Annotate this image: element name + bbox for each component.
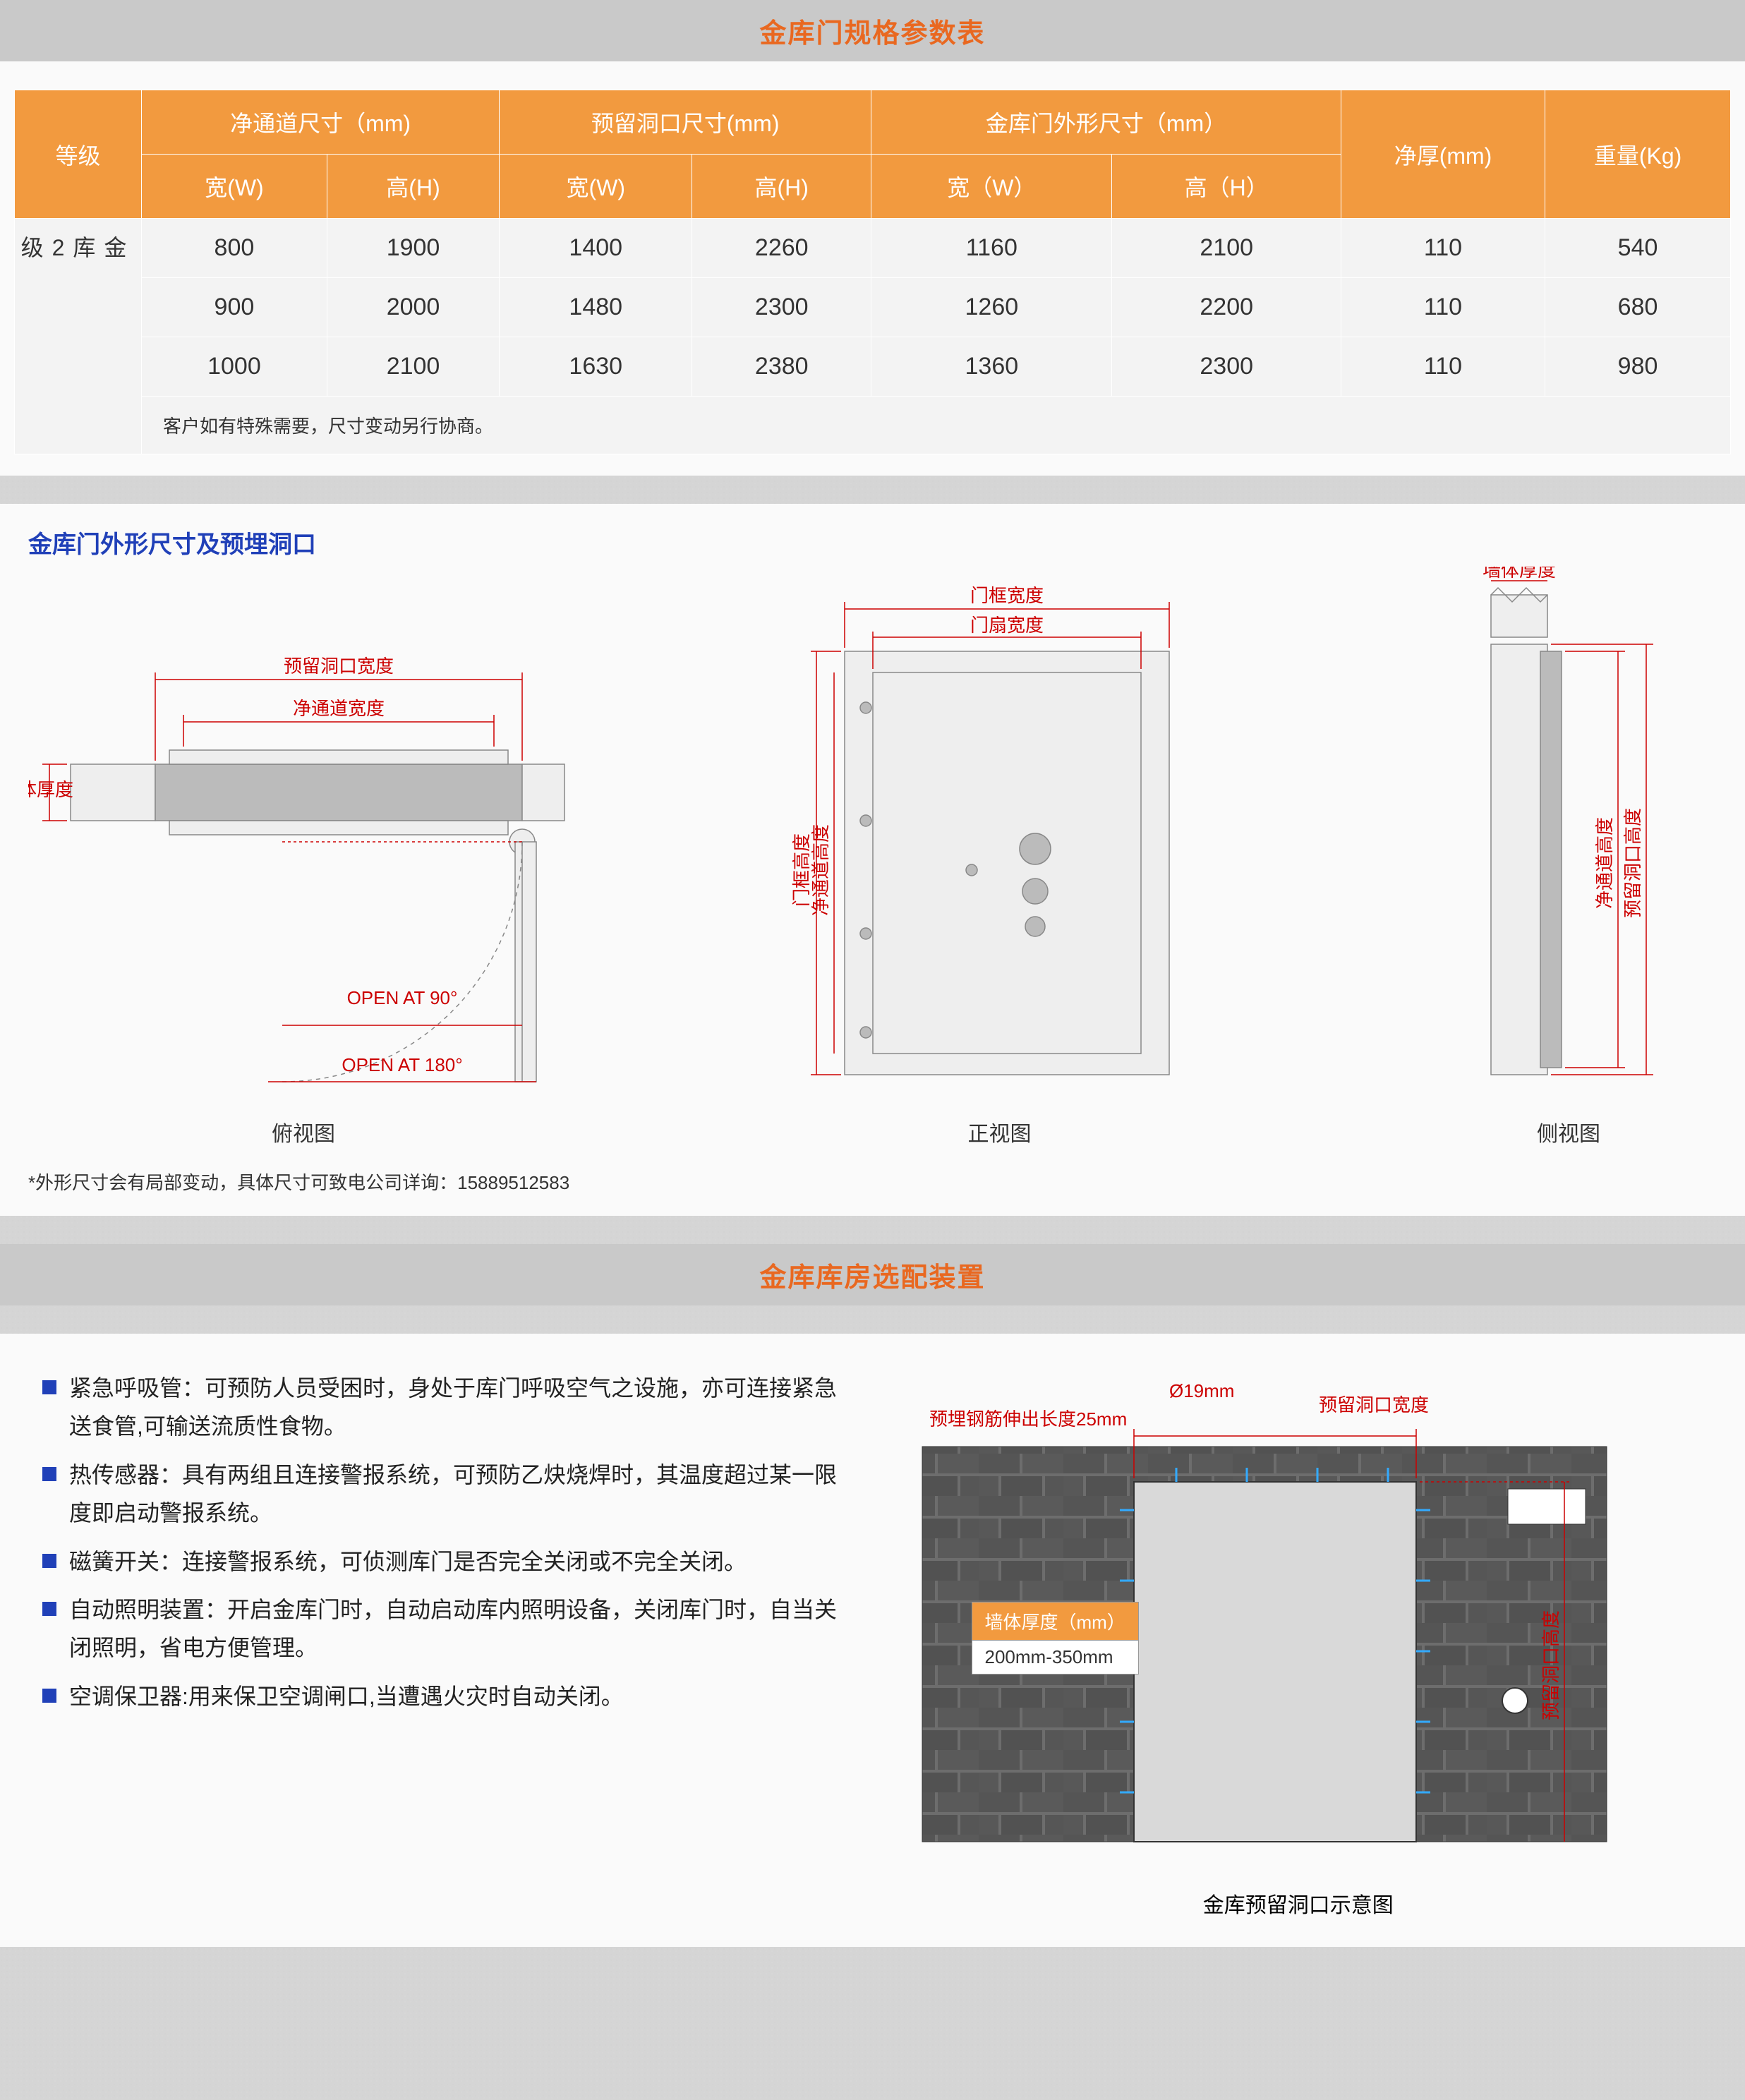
table-note: 客户如有特殊需要，尺寸变动另行协商。	[142, 397, 1731, 454]
option-item: 空调保卫器:用来保卫空调闸口,当遭遇火灾时自动关闭。	[42, 1677, 852, 1715]
front-view-caption: 正视图	[760, 1116, 1240, 1147]
section-title-options: 金库库房选配装置	[0, 1244, 1745, 1305]
cell-dh: 2300	[1112, 337, 1341, 397]
th-level: 等级	[15, 90, 142, 219]
top-view-caption: 俯视图	[28, 1116, 579, 1147]
cell-dh: 2100	[1112, 219, 1341, 278]
options-panel: 紧急呼吸管：可预防人员受困时，身处于库门呼吸空气之设施，亦可连接紧急送食管,可输…	[0, 1334, 1745, 1947]
cell-t: 110	[1341, 278, 1545, 337]
th-ph: 高(H)	[327, 155, 499, 219]
label-rebar-ext: 预埋钢筋伸出长度25mm	[929, 1408, 1127, 1430]
th-oh: 高(H)	[692, 155, 871, 219]
option-item: 磁簧开关：连接警报系统，可侦测库门是否完全关闭或不完全关闭。	[42, 1543, 852, 1581]
cell-oh: 2260	[692, 219, 871, 278]
thickness-badge: 墙体厚度（mm） 200mm-350mm	[972, 1602, 1139, 1674]
label-reserved-w: 预留洞口宽度	[284, 656, 394, 677]
label-frame-h: 门框高度	[791, 833, 812, 907]
th-thick: 净厚(mm)	[1341, 90, 1545, 219]
options-list: 紧急呼吸管：可预防人员受困时，身处于库门呼吸空气之设施，亦可连接紧急送食管,可输…	[42, 1369, 852, 1919]
option-text: 磁簧开关：连接警报系统，可侦测库门是否完全关闭或不完全关闭。	[69, 1543, 747, 1581]
cell-t: 110	[1341, 337, 1545, 397]
top-view: 预留洞口宽度 净通道宽度 墙体厚度 OPEN AT 90° OPEN AT 18…	[28, 609, 579, 1147]
th-pass: 净通道尺寸（mm)	[142, 90, 500, 155]
table-row: 金库2级80019001400226011602100110540	[15, 219, 1731, 278]
dimension-diagram-panel: 金库门外形尺寸及预埋洞口	[0, 504, 1745, 1216]
th-pw: 宽(W)	[142, 155, 327, 219]
cell-dw: 1360	[871, 337, 1112, 397]
cell-ph: 2100	[327, 337, 499, 397]
square-bullet-icon	[42, 1689, 56, 1703]
spec-table: 等级 净通道尺寸（mm) 预留洞口尺寸(mm) 金库门外形尺寸（mm） 净厚(m…	[14, 90, 1731, 454]
table-row: 100021001630238013602300110980	[15, 337, 1731, 397]
wall-diagram: Ø19mm 预埋钢筋伸出长度25mm 预留洞口宽度 预留洞口高度 墙体厚度（mm…	[894, 1369, 1703, 1919]
label-pass-w: 净通道宽度	[293, 698, 385, 719]
cell-kg: 980	[1545, 337, 1731, 397]
option-item: 自动照明装置：开启金库门时，自动启动库内照明设备，关闭库门时，自当关闭照明，省电…	[42, 1591, 852, 1667]
label-rebar-dia: Ø19mm	[1169, 1380, 1234, 1401]
side-view-caption: 侧视图	[1420, 1116, 1717, 1147]
level-cell: 金库2级	[15, 219, 142, 454]
label-frame-w: 门框宽度	[970, 585, 1043, 606]
cell-ow: 1400	[500, 219, 692, 278]
cell-dw: 1260	[871, 278, 1112, 337]
cell-t: 110	[1341, 219, 1545, 278]
label-wall-reserved-h: 预留洞口高度	[1540, 1610, 1562, 1720]
label-side-reserved-h: 预留洞口高度	[1622, 808, 1643, 918]
cell-ph: 1900	[327, 219, 499, 278]
thickness-header: 墙体厚度（mm）	[972, 1602, 1139, 1640]
option-text: 紧急呼吸管：可预防人员受困时，身处于库门呼吸空气之设施，亦可连接紧急送食管,可输…	[69, 1369, 852, 1446]
option-item: 紧急呼吸管：可预防人员受困时，身处于库门呼吸空气之设施，亦可连接紧急送食管,可输…	[42, 1369, 852, 1446]
label-leaf-w: 门扇宽度	[970, 615, 1043, 636]
label-side-pass-h: 净通道高度	[1594, 817, 1615, 909]
option-text: 空调保卫器:用来保卫空调闸口,当遭遇火灾时自动关闭。	[69, 1677, 624, 1715]
cell-pw: 1000	[142, 337, 327, 397]
cell-pw: 900	[142, 278, 327, 337]
label-wall-reserved-w: 预留洞口宽度	[1318, 1394, 1428, 1416]
cell-dh: 2200	[1112, 278, 1341, 337]
table-note-row: 客户如有特殊需要，尺寸变动另行协商。	[15, 397, 1731, 454]
square-bullet-icon	[42, 1467, 56, 1481]
th-ow: 宽(W)	[500, 155, 692, 219]
label-open90: OPEN AT 90°	[347, 987, 458, 1008]
square-bullet-icon	[42, 1380, 56, 1394]
label-wall-t: 墙体厚度	[28, 779, 73, 800]
spec-table-panel: 等级 净通道尺寸（mm) 预留洞口尺寸(mm) 金库门外形尺寸（mm） 净厚(m…	[0, 61, 1745, 476]
option-item: 热传感器：具有两组且连接警报系统，可预防乙炔烧焊时，其温度超过某一限度即启动警报…	[42, 1456, 852, 1533]
diagram-footnote: *外形尺寸会有局部变动，具体尺寸可致电公司详询：15889512583	[28, 1169, 1717, 1195]
label-open180: OPEN AT 180°	[342, 1054, 462, 1075]
label-pass-h: 净通道高度	[810, 824, 831, 916]
cell-ph: 2000	[327, 278, 499, 337]
side-view: 墙体厚度 净通道高度 预留洞口高度 侧视图	[1420, 567, 1717, 1147]
th-open: 预留洞口尺寸(mm)	[500, 90, 871, 155]
front-view: 门框宽度 门扇宽度 门框高度 净通道高度 正视图	[760, 567, 1240, 1147]
th-weight: 重量(Kg)	[1545, 90, 1731, 219]
cell-kg: 540	[1545, 219, 1731, 278]
wall-caption: 金库预留洞口示意图	[894, 1888, 1703, 1919]
cell-oh: 2300	[692, 278, 871, 337]
cell-dw: 1160	[871, 219, 1112, 278]
cell-pw: 800	[142, 219, 327, 278]
option-text: 自动照明装置：开启金库门时，自动启动库内照明设备，关闭库门时，自当关闭照明，省电…	[69, 1591, 852, 1667]
cell-ow: 1630	[500, 337, 692, 397]
thickness-value: 200mm-350mm	[972, 1640, 1139, 1674]
option-text: 热传感器：具有两组且连接警报系统，可预防乙炔烧焊时，其温度超过某一限度即启动警报…	[69, 1456, 852, 1533]
th-dh: 高（H）	[1112, 155, 1341, 219]
table-row: 90020001480230012602200110680	[15, 278, 1731, 337]
cell-oh: 2380	[692, 337, 871, 397]
label-side-wall-t: 墙体厚度	[1483, 567, 1556, 581]
square-bullet-icon	[42, 1554, 56, 1568]
cell-kg: 680	[1545, 278, 1731, 337]
th-dw: 宽（W）	[871, 155, 1112, 219]
square-bullet-icon	[42, 1602, 56, 1616]
th-outer: 金库门外形尺寸（mm）	[871, 90, 1341, 155]
diagram-title: 金库门外形尺寸及预埋洞口	[28, 525, 1717, 560]
section-title-spec: 金库门规格参数表	[0, 0, 1745, 61]
cell-ow: 1480	[500, 278, 692, 337]
